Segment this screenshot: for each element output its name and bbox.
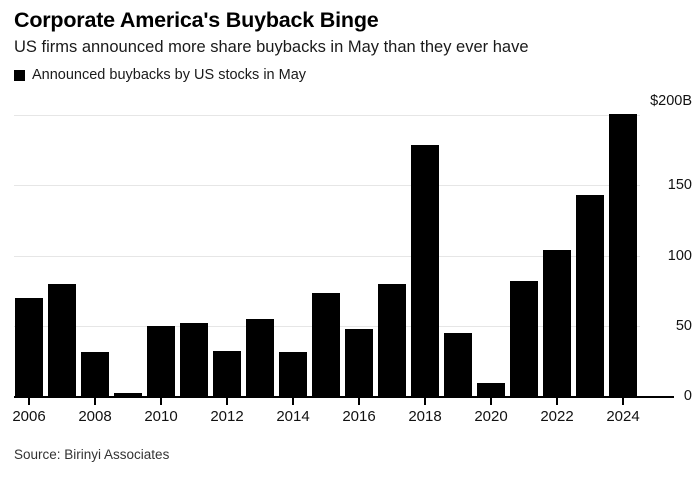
chart-legend: Announced buybacks by US stocks in May bbox=[14, 68, 306, 83]
plot-area: $200B 150 100 50 0 bbox=[0, 93, 700, 405]
x-tick-label-2018: 2018 bbox=[408, 408, 442, 425]
x-tick-mark-2014 bbox=[292, 397, 294, 405]
y-tick-label-0: 0 bbox=[683, 388, 692, 404]
legend-swatch-icon bbox=[14, 69, 25, 81]
x-tick-label-2024: 2024 bbox=[606, 408, 640, 425]
x-axis: 2006 2008 2010 2012 2014 2016 2018 2020 2022 2024 bbox=[0, 396, 700, 436]
x-axis-baseline bbox=[14, 396, 674, 398]
bar-2024 bbox=[609, 113, 637, 396]
x-tick-label-2014: 2014 bbox=[276, 408, 310, 425]
x-tick-mark-2020 bbox=[490, 397, 492, 405]
bar-2010 bbox=[147, 325, 175, 396]
x-tick-label-2022: 2022 bbox=[540, 408, 574, 425]
x-tick-label-2010: 2010 bbox=[144, 408, 178, 425]
gridline-100 bbox=[14, 255, 640, 257]
y-tick-label-150: 150 bbox=[667, 177, 692, 194]
x-tick-mark-2022 bbox=[556, 397, 558, 405]
bar-2018 bbox=[411, 144, 439, 396]
x-tick-mark-2012 bbox=[226, 397, 228, 405]
y-tick-label-100: 100 bbox=[667, 247, 692, 264]
page-title: Corporate America's Buyback Binge bbox=[14, 8, 379, 32]
gridline-150 bbox=[14, 185, 640, 187]
bar-2020 bbox=[477, 383, 505, 396]
y-axis-unit-label: $200B bbox=[650, 93, 692, 109]
bar-2014 bbox=[279, 352, 307, 396]
bar-2021 bbox=[510, 280, 538, 396]
bar-2013 bbox=[246, 318, 274, 396]
x-tick-label-2020: 2020 bbox=[474, 408, 508, 425]
bar-2015 bbox=[312, 293, 340, 396]
x-tick-mark-2018 bbox=[424, 397, 426, 405]
bar-2019 bbox=[444, 332, 472, 396]
x-tick-label-2016: 2016 bbox=[342, 408, 376, 425]
bar-2012 bbox=[213, 351, 241, 396]
x-tick-mark-2010 bbox=[160, 397, 162, 405]
bar-2009 bbox=[114, 393, 142, 396]
chart-subtitle: US firms announced more share buybacks i… bbox=[14, 38, 529, 56]
x-tick-mark-2024 bbox=[622, 397, 624, 405]
bar-2023 bbox=[576, 195, 604, 396]
x-tick-mark-2006 bbox=[28, 397, 30, 405]
bar-2017 bbox=[378, 283, 406, 396]
bar-2022 bbox=[543, 249, 571, 396]
bar-2016 bbox=[345, 328, 373, 396]
x-tick-label-2008: 2008 bbox=[78, 408, 112, 425]
x-tick-mark-2008 bbox=[94, 397, 96, 405]
bar-2008 bbox=[81, 352, 109, 396]
source-note: Source: Birinyi Associates bbox=[14, 447, 170, 462]
bar-2006 bbox=[15, 297, 43, 396]
x-tick-label-2012: 2012 bbox=[210, 408, 244, 425]
x-tick-label-2006: 2006 bbox=[12, 408, 46, 425]
bar-2011 bbox=[180, 322, 208, 396]
legend-item-label: Announced buybacks by US stocks in May bbox=[32, 67, 307, 83]
bar-2007 bbox=[48, 283, 76, 396]
y-tick-label-50: 50 bbox=[675, 317, 692, 334]
bar-series bbox=[0, 95, 700, 405]
x-tick-mark-2016 bbox=[358, 397, 360, 405]
gridline-200 bbox=[14, 115, 640, 116]
